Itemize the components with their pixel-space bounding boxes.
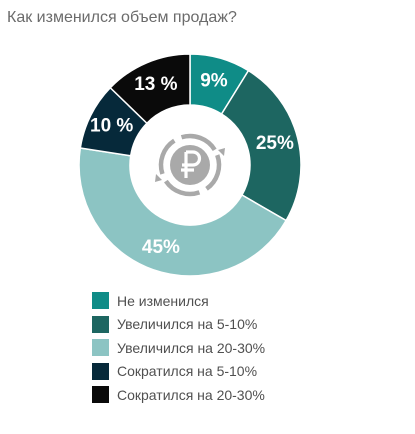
ruble-circular-arrows-icon bbox=[155, 133, 225, 197]
legend-item: Увеличился на 20-30% bbox=[92, 336, 265, 360]
legend-label: Сократился на 5-10% bbox=[117, 363, 258, 380]
donut-slices bbox=[78, 53, 302, 277]
legend: Не изменился Увеличился на 5-10% Увеличилс… bbox=[92, 289, 265, 407]
legend-item: Увеличился на 5-10% bbox=[92, 313, 265, 337]
legend-swatch bbox=[92, 362, 109, 380]
legend-label: Увеличился на 5-10% bbox=[117, 316, 258, 333]
slice-data-label: 13 % bbox=[134, 74, 177, 95]
donut-slice bbox=[109, 53, 191, 125]
legend-item: Сократился на 5-10% bbox=[92, 360, 265, 384]
slice-data-label: 25% bbox=[256, 133, 294, 154]
legend-item: Не изменился bbox=[92, 289, 265, 313]
legend-label: Сократился на 20-30% bbox=[117, 386, 265, 403]
donut-slice bbox=[78, 147, 288, 277]
slice-data-label: 45% bbox=[142, 237, 180, 258]
legend-swatch bbox=[92, 386, 109, 404]
legend-swatch bbox=[92, 292, 109, 310]
chart-title: Как изменился объем продаж? bbox=[7, 9, 237, 26]
legend-swatch bbox=[92, 315, 109, 333]
legend-label: Не изменился bbox=[117, 292, 209, 309]
slice-data-label: 10 % bbox=[90, 115, 133, 136]
legend-swatch bbox=[92, 339, 109, 357]
donut-slice bbox=[220, 69, 302, 222]
slice-data-label: 9% bbox=[200, 70, 228, 91]
slice-labels: 9% 25% 45% 10 %13 % bbox=[90, 70, 294, 258]
legend-label: Увеличился на 20-30% bbox=[117, 339, 266, 356]
legend-item: Сократился на 20-30% bbox=[92, 383, 265, 407]
